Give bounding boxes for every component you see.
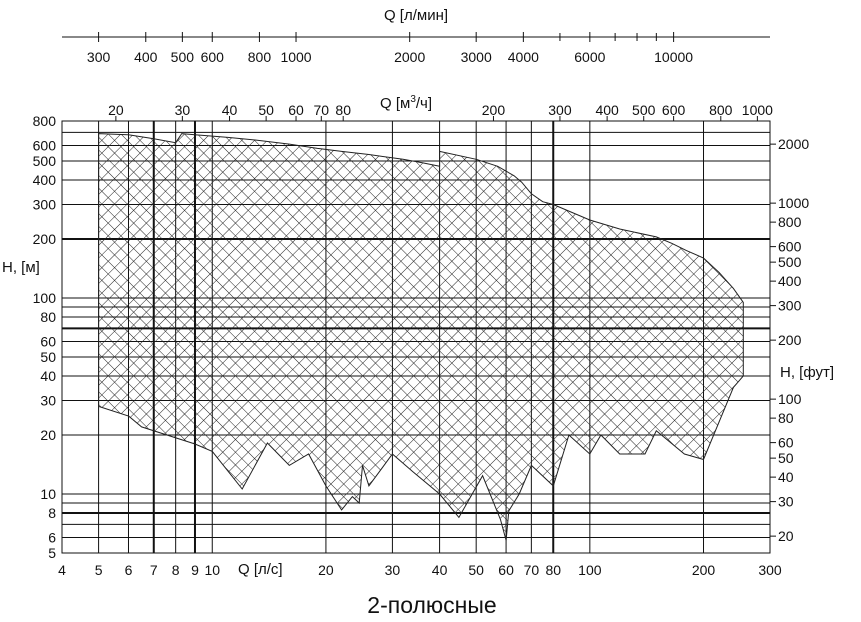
x-tick-label: 200	[692, 562, 716, 578]
lmin-tick-label: 400	[134, 49, 158, 65]
y-tick-label: 200	[33, 231, 57, 247]
y-tick-label: 30	[40, 392, 56, 408]
yft-tick-label: 300	[778, 298, 802, 314]
yft-tick-label: 200	[778, 332, 802, 348]
lmin-tick-label: 10000	[654, 49, 693, 65]
yft-tick-label: 2000	[778, 136, 809, 152]
yft-tick-label: 100	[778, 391, 802, 407]
m3h-tick-label: 1000	[742, 102, 773, 118]
y-axis-title: H, [м]	[2, 259, 40, 276]
y-tick-label: 8	[48, 505, 56, 521]
y-tick-label: 5	[48, 545, 56, 561]
y-tick-label: 50	[40, 349, 56, 365]
x-tick-label: 60	[498, 562, 514, 578]
x-tick-label: 20	[318, 562, 334, 578]
m3h-axis-title: Q [м3/ч]	[380, 94, 432, 112]
m3h-tick-label: 600	[662, 102, 686, 118]
x-tick-label: 10	[204, 562, 220, 578]
m3h-tick-label: 500	[632, 102, 656, 118]
plot-frame	[61, 120, 771, 554]
y-tick-label: 800	[33, 113, 57, 129]
y-tick-label: 10	[40, 486, 56, 502]
y-tick-label: 40	[40, 368, 56, 384]
y-tick-label: 60	[40, 333, 56, 349]
yft-tick-label: 40	[778, 469, 794, 485]
m3h-tick-label: 50	[258, 102, 274, 118]
lmin-tick-label: 300	[87, 49, 111, 65]
y-tick-label: 80	[40, 309, 56, 325]
yft-tick-label: 800	[778, 214, 802, 230]
yft-tick-label: 20	[778, 528, 794, 544]
yft-tick-label: 500	[778, 254, 802, 270]
lmin-ticks: 300 400 500 600 800 1000 2000 3000 4000 6000 10000	[87, 32, 693, 65]
x-tick-label: 7	[150, 562, 158, 578]
x-tick-label: 9	[191, 562, 199, 578]
m3h-tick-label: 300	[548, 102, 572, 118]
x-tick-label: 5	[95, 562, 103, 578]
yft-tick-label: 600	[778, 239, 802, 255]
yft-tick-label: 1000	[778, 195, 809, 211]
x-tick-label: 4	[58, 562, 66, 578]
lmin-tick-label: 600	[201, 49, 225, 65]
lmin-axis: 300 400 500 600 800 1000 2000 3000 4000 6000 10000…	[62, 7, 770, 65]
y-tick-label: 6	[48, 529, 56, 545]
y-tick-label: 300	[33, 196, 57, 212]
y-tick-label: 600	[33, 137, 57, 153]
lmin-tick-label: 500	[171, 49, 195, 65]
yft-tick-label: 60	[778, 435, 794, 451]
m3h-tick-label: 30	[175, 102, 191, 118]
lmin-tick-label: 4000	[508, 49, 539, 65]
y-tick-label: 100	[33, 290, 57, 306]
lmin-axis-title: Q [л/мин]	[384, 7, 448, 24]
m3h-ticks: 20 30 40 50 60 70 80 200 300 400 500 600 800 1000	[108, 102, 773, 121]
lmin-tick-label: 1000	[280, 49, 311, 65]
m3h-tick-label: 80	[335, 102, 351, 118]
x-tick-label: 300	[758, 562, 782, 578]
m3h-tick-label: 200	[482, 102, 506, 118]
chart-caption: 2-полюсные	[367, 592, 496, 618]
y-tick-label: 500	[33, 153, 57, 169]
m3h-tick-label: 800	[709, 102, 733, 118]
x-tick-label: 30	[385, 562, 401, 578]
yft-axis-title: H, [фут]	[780, 364, 834, 381]
lmin-tick-label: 3000	[461, 49, 492, 65]
yft-tick-label: 30	[778, 494, 794, 510]
x-tick-label: 40	[432, 562, 448, 578]
x-tick-label: 6	[125, 562, 133, 578]
x-tick-label: 70	[524, 562, 540, 578]
y-tick-label: 20	[40, 427, 56, 443]
m3h-tick-label: 20	[108, 102, 124, 118]
lmin-tick-label: 2000	[394, 49, 425, 65]
yft-tick-label: 50	[778, 450, 794, 466]
lmin-tick-label: 6000	[574, 49, 605, 65]
x-tick-label: 100	[578, 562, 602, 578]
x-axis-title: Q [л/с]	[238, 561, 283, 578]
m3h-tick-label: 70	[314, 102, 330, 118]
x-tick-label: 80	[545, 562, 561, 578]
m3h-tick-label: 40	[222, 102, 238, 118]
m3h-tick-label: 60	[288, 102, 304, 118]
yft-tick-label: 80	[778, 410, 794, 426]
yft-tick-label: 400	[778, 273, 802, 289]
x-tick-label: 50	[468, 562, 484, 578]
operating-range-area	[98, 133, 744, 541]
m3h-tick-label: 400	[595, 102, 619, 118]
lmin-tick-label: 800	[248, 49, 272, 65]
x-ticks: 4 5 6 7 8 9 10 20 30 40 50 60 70 80 100 200 300	[58, 562, 782, 578]
y-tick-label: 400	[33, 172, 57, 188]
x-tick-label: 8	[172, 562, 180, 578]
